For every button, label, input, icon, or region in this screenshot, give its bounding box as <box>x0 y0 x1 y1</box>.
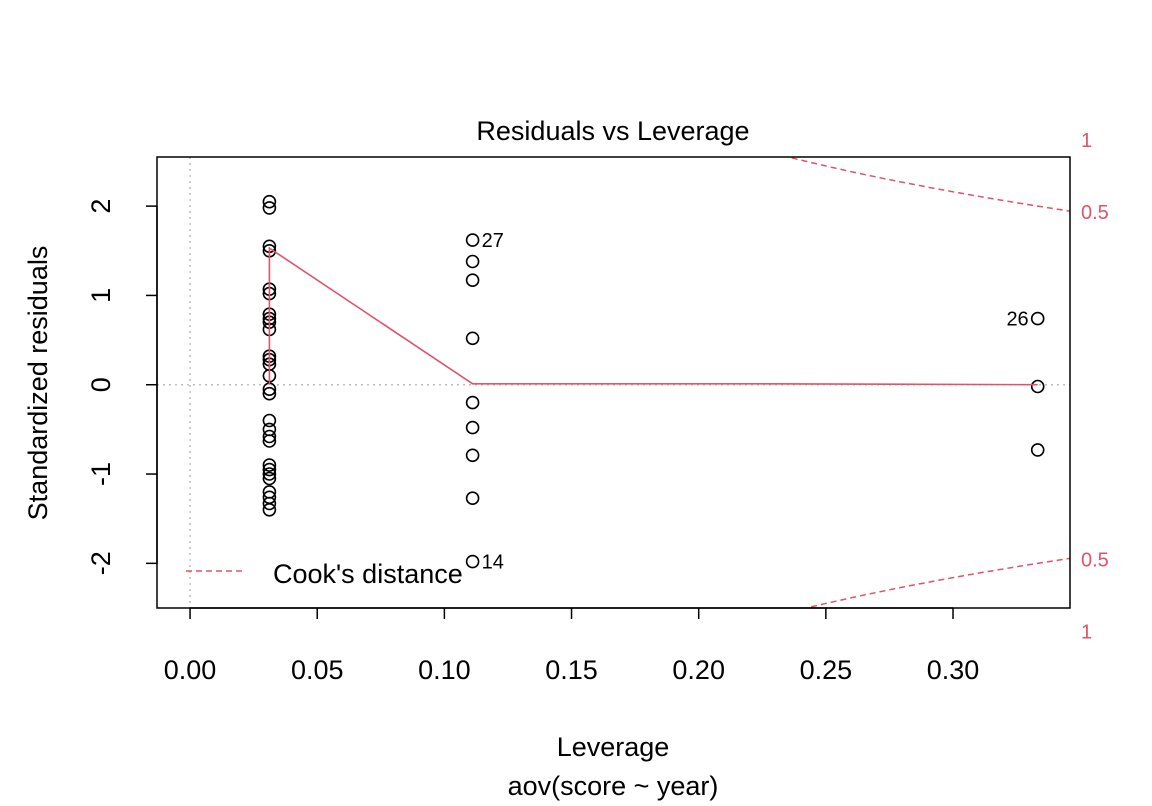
data-point-0-22 <box>262 467 277 481</box>
data-point-1-0 <box>465 233 480 247</box>
y-axis-label: Standardized residuals <box>23 246 53 521</box>
x-tick-label-5: 0.25 <box>800 655 853 685</box>
data-point-0-17 <box>262 422 277 437</box>
legend-label: Cook's distance <box>273 559 463 589</box>
y-tick-label-4: 2 <box>86 199 116 214</box>
cooks-level-label-1-lower: 1 <box>1081 621 1092 643</box>
data-point-1-3 <box>465 331 480 346</box>
data-point-1-4 <box>465 395 480 410</box>
legend: Cook's distance <box>186 559 463 589</box>
x-tick-label-3: 0.15 <box>545 655 598 685</box>
data-point-1-5 <box>465 420 480 435</box>
data-point-2-2 <box>1030 443 1045 457</box>
data-point-0-0 <box>262 194 277 209</box>
point-label-26: 26 <box>1006 309 1028 331</box>
data-point-0-23 <box>262 471 277 486</box>
data-point-0-27 <box>262 502 277 517</box>
data-points <box>262 194 1045 569</box>
x-tick-label-4: 0.20 <box>672 655 725 685</box>
x-tick-label-1: 0.05 <box>291 655 344 685</box>
point-label-27: 27 <box>482 230 504 252</box>
x-tick-label-0: 0.00 <box>164 655 217 685</box>
data-point-2-1 <box>1030 379 1045 394</box>
y-tick-label-2: 0 <box>86 377 116 392</box>
data-point-0-16 <box>262 413 277 428</box>
smooth-line-group <box>268 246 1038 386</box>
y-tick-label-3: 1 <box>86 288 116 303</box>
plot-frame <box>156 156 1071 609</box>
chart-subtitle: aov(score ~ year) <box>508 771 719 801</box>
data-point-1-6 <box>465 448 480 463</box>
data-point-0-21 <box>262 462 277 477</box>
data-point-0-15 <box>262 386 277 401</box>
data-point-2-0 <box>1030 311 1045 326</box>
point-labels: 27 14 26 <box>482 230 1029 574</box>
x-axis-label: Leverage <box>557 732 670 762</box>
cooks-level-label-0.5-lower: 0.5 <box>1081 549 1109 571</box>
y-tick-label-1: -1 <box>86 462 116 486</box>
reference-lines <box>157 157 1070 608</box>
point-label-14: 14 <box>482 552 504 574</box>
data-point-0-19 <box>262 434 277 448</box>
chart-title: Residuals vs Leverage <box>476 116 749 146</box>
smooth-line <box>268 246 1038 386</box>
x-tick-label-2: 0.10 <box>418 655 471 685</box>
cooks-level-labels: 0.5 0.5 1 1 <box>1081 130 1109 643</box>
data-point-0-1 <box>262 201 277 215</box>
data-point-1-8 <box>465 554 480 569</box>
cooks-level-label-0.5-upper: 0.5 <box>1081 202 1109 224</box>
data-point-1-1 <box>465 254 480 269</box>
y-axis: -2 -1 0 1 2 <box>86 199 158 575</box>
cooks-level-label-1-upper: 1 <box>1081 130 1092 152</box>
data-point-1-2 <box>465 273 480 288</box>
x-axis: 0.00 0.05 0.10 0.15 0.20 0.25 0.30 <box>164 607 980 685</box>
data-point-0-18 <box>262 429 277 444</box>
cooks-curve-0.5-upper <box>785 157 1070 212</box>
y-tick-label-0: -2 <box>86 551 116 575</box>
data-point-1-7 <box>465 491 480 506</box>
data-point-0-26 <box>262 496 277 511</box>
data-point-0-20 <box>262 458 277 472</box>
x-tick-label-6: 0.30 <box>927 655 980 685</box>
